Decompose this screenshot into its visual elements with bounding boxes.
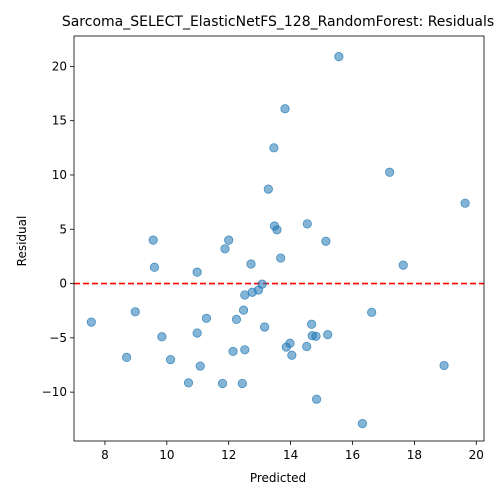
data-point: [367, 307, 377, 317]
y-tick-label: −5: [49, 331, 67, 345]
plot-frame: [73, 35, 485, 442]
data-point: [157, 332, 167, 342]
data-point: [285, 338, 295, 348]
chart-title: Sarcoma_SELECT_ElasticNetFS_128_RandomFo…: [62, 14, 494, 30]
data-point: [130, 307, 140, 317]
data-point: [192, 328, 202, 338]
data-point: [149, 262, 160, 272]
data-point: [269, 143, 279, 153]
data-point: [439, 360, 449, 371]
data-point: [165, 354, 176, 365]
data-point: [238, 305, 249, 315]
data-point: [240, 345, 250, 355]
x-tick-label: 12: [221, 448, 236, 462]
data-point: [192, 267, 202, 277]
data-point: [398, 260, 408, 270]
y-tick-label: 5: [59, 222, 67, 236]
data-point: [122, 352, 132, 362]
data-point: [148, 235, 158, 245]
data-point: [195, 361, 205, 371]
data-point: [302, 219, 312, 229]
data-point: [321, 236, 331, 246]
data-point: [334, 52, 344, 62]
data-point: [237, 378, 247, 389]
data-point: [217, 378, 228, 389]
data-point: [224, 235, 234, 245]
x-axis-title: Predicted: [250, 471, 306, 485]
x-tick-label: 10: [159, 448, 174, 462]
data-point: [246, 259, 256, 269]
x-tick-label: 16: [345, 448, 360, 462]
y-tick-label: 15: [52, 114, 67, 128]
data-point: [276, 253, 286, 263]
data-point: [201, 313, 212, 323]
y-tick-label: 0: [59, 277, 67, 291]
x-tick-label: 18: [407, 448, 422, 462]
data-point: [385, 167, 395, 177]
data-point: [287, 350, 297, 360]
data-point: [220, 244, 230, 254]
data-point: [257, 279, 267, 289]
data-point: [228, 346, 238, 357]
x-tick-label: 8: [101, 448, 109, 462]
data-point: [280, 104, 290, 114]
data-point: [311, 331, 321, 341]
y-axis-title: Residual: [15, 216, 29, 267]
data-point: [302, 341, 312, 352]
data-point: [272, 225, 282, 235]
data-point: [86, 317, 96, 327]
data-point: [263, 184, 273, 194]
data-point: [311, 394, 322, 404]
data-point: [183, 378, 194, 388]
data-point: [307, 319, 317, 329]
data-point: [357, 419, 367, 429]
data-point: [460, 198, 470, 208]
plot-area: 8 10 12 14 16 18 20 −10 −5 0 5 10 15 20: [42, 35, 485, 462]
data-point: [231, 314, 242, 324]
y-tick-label: 10: [52, 168, 67, 182]
x-tick-label: 20: [469, 448, 484, 462]
y-tick-label: 20: [52, 59, 67, 73]
data-point: [323, 329, 333, 340]
y-tick-label: −10: [42, 385, 67, 399]
data-point: [260, 322, 270, 332]
x-tick-label: 14: [283, 448, 298, 462]
